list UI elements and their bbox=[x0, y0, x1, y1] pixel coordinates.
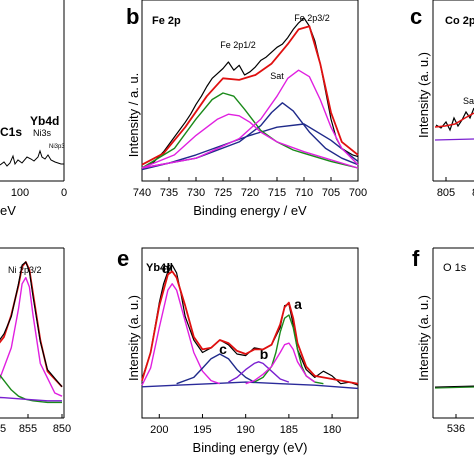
panel-e-series-d bbox=[141, 283, 221, 386]
panel-e-tick-label-200: 200 bbox=[150, 424, 168, 436]
panel-d-series-background bbox=[0, 396, 62, 402]
panel-b-tick-label-715: 715 bbox=[268, 187, 286, 199]
panel-a-label-ni3p: Ni3p3 bbox=[49, 144, 65, 150]
panel-e-frame bbox=[141, 247, 359, 419]
panel-c: c Co 2p Intensity (a. u.) Sa 805 8 bbox=[410, 0, 474, 199]
panel-e-tick-label-195: 195 bbox=[193, 424, 211, 436]
panel-e-xlabel: Binding energy (eV) bbox=[193, 440, 308, 455]
panel-a-xaxis-label: eV bbox=[0, 203, 16, 218]
panel-e-annot-d: d bbox=[162, 260, 171, 276]
panel-e-annot-a: a bbox=[294, 296, 302, 312]
panel-a-tick-100: 100 bbox=[11, 187, 29, 199]
panel-e-tick-label-185: 185 bbox=[280, 424, 298, 436]
panel-b-series-fe-2p1-2-sub bbox=[141, 113, 359, 169]
panel-a-label-ni3s: Ni3s bbox=[33, 128, 52, 138]
panel-b-annot-fe2p12: Fe 2p1/2 bbox=[220, 40, 256, 50]
panel-e-ticks: 200 195 190 185 180 bbox=[150, 414, 341, 436]
panel-b-tick-label-730: 730 bbox=[187, 187, 205, 199]
panel-e-series-background bbox=[141, 381, 359, 390]
panel-b-series-fe-2p1-2 bbox=[141, 92, 359, 169]
panel-b-tick-label-725: 725 bbox=[214, 187, 232, 199]
panel-e-tick-label-190: 190 bbox=[237, 424, 255, 436]
panel-d-series-peak bbox=[0, 276, 63, 397]
panel-e-series-b bbox=[228, 361, 290, 383]
panel-b-tick-label-735: 735 bbox=[160, 187, 178, 199]
panel-b-tick-label-740: 740 bbox=[133, 187, 151, 199]
panel-b-annot-fe2p32: Fe 2p3/2 bbox=[294, 13, 330, 23]
panel-c-raw-line bbox=[435, 107, 474, 132]
panel-b-tick-label-710: 710 bbox=[295, 187, 313, 199]
panel-b: b Fe 2p Intensity / a. u. Binding energy… bbox=[126, 0, 367, 218]
panel-b-xlabel: Binding energy / eV bbox=[193, 203, 307, 218]
panel-c-annot-sat: Sa bbox=[463, 96, 474, 106]
panel-b-series-fe-2p3-2 bbox=[141, 69, 359, 169]
panel-c-tick-partial: 8 bbox=[472, 187, 474, 199]
panel-a: C1s Yb4d Ni3s Ni3p3 100 0 eV bbox=[0, 0, 67, 218]
panel-d-tick-855-label: 855 bbox=[19, 423, 37, 435]
panel-e-series-c bbox=[176, 353, 255, 385]
panel-d: Ni 2p3/2 855 850 5 bbox=[0, 247, 71, 435]
panel-e-annot-b: b bbox=[260, 346, 269, 362]
panel-f-baseline bbox=[434, 386, 474, 389]
panel-e-curves bbox=[141, 264, 359, 390]
panel-b-curves bbox=[141, 17, 359, 171]
panel-e-title: Yb4d bbox=[146, 262, 173, 274]
panel-b-tick-label-700: 700 bbox=[349, 187, 367, 199]
panel-e-tick-label-180: 180 bbox=[323, 424, 341, 436]
panel-b-ticks: 740 735 730 725 720 715 710 705 700 bbox=[133, 177, 367, 199]
panel-e-series-raw bbox=[141, 264, 359, 386]
panel-e-annot-c: c bbox=[219, 341, 227, 357]
panel-f-letter: f bbox=[412, 246, 420, 271]
panel-a-label-yb4d: Yb4d bbox=[30, 114, 59, 128]
panel-f-tick-536-label: 536 bbox=[447, 423, 465, 435]
panel-d-annot-ni2p32: Ni 2p3/2 bbox=[8, 265, 42, 275]
panel-d-tick-partial: 5 bbox=[0, 423, 6, 435]
panel-b-series-fit bbox=[141, 25, 359, 166]
panel-d-curves bbox=[0, 261, 63, 404]
panel-e: e Yb4d Intensity (a. u.) Binding energy … bbox=[117, 246, 359, 455]
panel-b-ylabel: Intensity / a. u. bbox=[126, 73, 141, 158]
panel-b-letter: b bbox=[126, 4, 139, 29]
panel-c-ylabel: Intensity (a. u.) bbox=[416, 52, 431, 138]
panel-d-tick-850-label: 850 bbox=[53, 423, 71, 435]
panel-b-tick-label-705: 705 bbox=[322, 187, 340, 199]
panel-c-bg-line bbox=[434, 138, 474, 141]
panel-b-title: Fe 2p bbox=[152, 15, 181, 27]
panel-a-tick-0: 0 bbox=[61, 187, 67, 199]
panel-c-fit-line bbox=[434, 112, 474, 128]
panel-e-series-fit bbox=[141, 270, 359, 385]
panel-a-survey-line bbox=[0, 149, 64, 167]
panel-f: f O 1s Intensity (a. u.) 536 bbox=[412, 246, 474, 435]
panel-d-series-raw bbox=[0, 261, 63, 388]
panel-c-title: Co 2p bbox=[445, 15, 474, 27]
panel-e-ylabel: Intensity (a. u.) bbox=[126, 295, 141, 381]
panel-e-letter: e bbox=[117, 246, 129, 271]
panel-f-title: O 1s bbox=[443, 262, 467, 274]
panel-b-series-sat bbox=[141, 102, 359, 169]
panel-b-tick-label-720: 720 bbox=[241, 187, 259, 199]
panel-b-annot-sat: Sat bbox=[270, 71, 284, 81]
panel-a-label-c1s: C1s bbox=[0, 125, 22, 139]
panel-f-ylabel: Intensity (a. u.) bbox=[416, 295, 431, 381]
panel-d-series-green bbox=[0, 374, 62, 404]
panel-c-letter: c bbox=[410, 4, 422, 29]
panel-e-series-b-sub bbox=[245, 342, 316, 385]
panel-c-tick-805-label: 805 bbox=[437, 187, 455, 199]
panel-b-series-background bbox=[141, 123, 359, 171]
panel-f-baseline-raw bbox=[434, 385, 474, 388]
